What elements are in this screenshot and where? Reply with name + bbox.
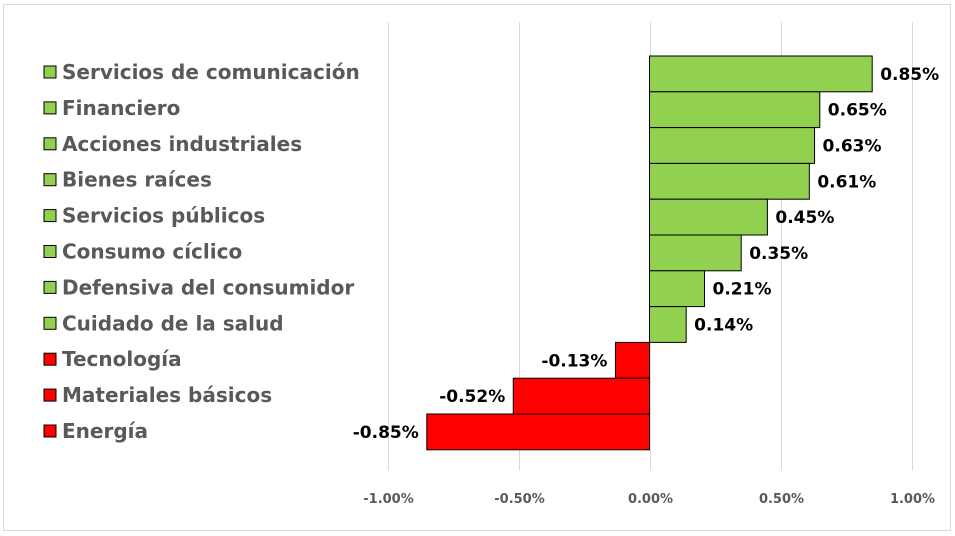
bar-cuidado-de-la-salud: [649, 306, 687, 343]
bar-servicios-de-comunicacion: [649, 55, 873, 93]
legend-label-cuidado-de-la-salud: Cuidado de la salud: [62, 311, 284, 335]
legend-swatch-financiero: [43, 101, 57, 115]
legend-label-acciones-industriales: Acciones industriales: [62, 132, 302, 156]
legend-label-energia: Energía: [62, 419, 148, 443]
bar-bienes-raices: [649, 162, 810, 200]
x-tick-label-1: -0.50%: [494, 492, 545, 507]
x-tick-label-0: -1.00%: [363, 492, 414, 507]
legend-label-tecnologia: Tecnología: [62, 347, 182, 371]
legend-label-financiero: Financiero: [62, 96, 180, 120]
x-axis-ticks: -1.00% -0.50% 0.00% 0.50% 1.00%: [363, 492, 935, 507]
data-label-cuidado-de-la-salud: 0.14%: [694, 316, 753, 336]
legend-swatch-tecnologia: [43, 352, 57, 366]
data-label-bienes-raices: 0.61%: [817, 172, 876, 192]
legend-label-defensiva-del-consumidor: Defensiva del consumidor: [62, 275, 354, 299]
data-label-tecnologia: -0.13%: [541, 351, 607, 371]
bar-defensiva-del-consumidor: [649, 270, 706, 308]
x-tick-label-3: 0.50%: [759, 492, 804, 507]
legend-swatch-cuidado-de-la-salud: [43, 316, 57, 330]
data-label-energia: -0.85%: [353, 423, 419, 443]
data-label-servicios-de-comunicacion: 0.85%: [880, 65, 939, 85]
legend-swatch-defensiva-del-consumidor: [43, 280, 57, 294]
legend-label-bienes-raices: Bienes raíces: [62, 168, 212, 192]
legend-swatch-servicios-de-comunicacion: [43, 65, 57, 79]
legend-label-consumo-ciclico: Consumo cíclico: [62, 240, 242, 264]
data-labels: 0.85% 0.65% 0.63% 0.61% 0.45% 0.35% 0.21% 0.14%…: [353, 65, 939, 443]
bar-tecnologia: [614, 341, 651, 379]
bar-energia: [426, 413, 650, 451]
legend-swatch-servicios-publicos: [43, 209, 57, 223]
legend-label-servicios-publicos: Servicios públicos: [62, 204, 265, 228]
x-tick-label-2: 0.00%: [628, 492, 673, 507]
data-label-servicios-publicos: 0.45%: [775, 208, 834, 228]
bar-financiero: [649, 91, 821, 129]
legend-swatch-materiales-basicos: [43, 388, 57, 402]
legend-label-materiales-basicos: Materiales básicos: [62, 383, 272, 407]
x-tick-label-4: 1.00%: [890, 492, 935, 507]
legend-label-servicios-de-comunicacion: Servicios de comunicación: [62, 60, 360, 84]
bars: [426, 55, 873, 451]
legend: Servicios de comunicación Financiero Accio…: [43, 60, 360, 443]
bar-materiales-basicos: [512, 377, 651, 415]
legend-swatch-bienes-raices: [43, 173, 57, 187]
data-label-materiales-basicos: -0.52%: [439, 387, 505, 407]
bar-acciones-industriales: [649, 127, 816, 164]
legend-swatch-consumo-ciclico: [43, 245, 57, 258]
data-label-financiero: 0.65%: [828, 101, 887, 121]
data-label-acciones-industriales: 0.63%: [823, 137, 882, 157]
bar-consumo-ciclico: [649, 234, 742, 272]
legend-swatch-acciones-industriales: [43, 137, 57, 151]
data-label-consumo-ciclico: 0.35%: [749, 244, 808, 264]
bar-servicios-publicos: [649, 198, 768, 236]
data-label-defensiva-del-consumidor: 0.21%: [713, 280, 772, 300]
legend-swatch-energia: [43, 424, 57, 438]
